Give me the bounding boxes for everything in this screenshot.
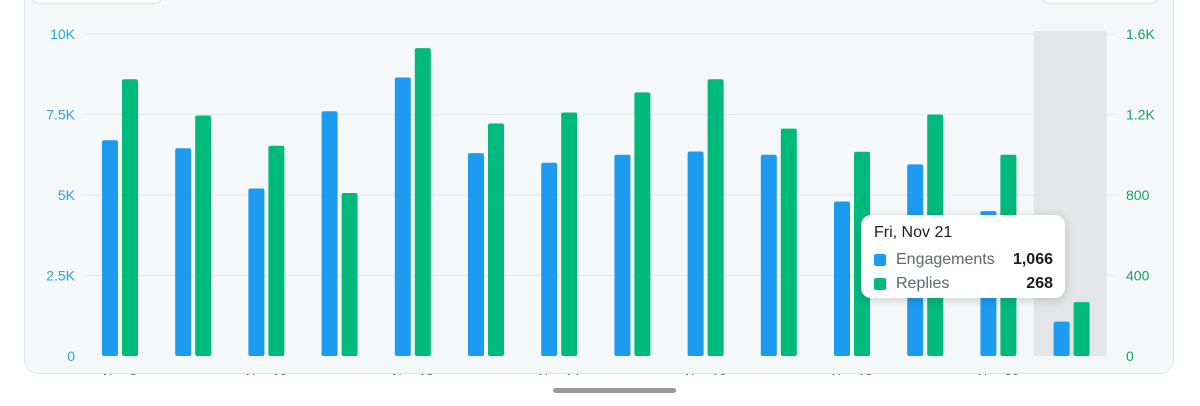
tooltip-value-engagements: 1,066 [1012, 251, 1053, 268]
tooltip-title: Fri, Nov 21 [874, 224, 953, 241]
chart-tooltip: Fri, Nov 21 Engagements 1,066 Replies 26… [861, 215, 1065, 298]
y-left-tick-label: 10K [50, 26, 76, 42]
y-right-tick-label: 400 [1126, 268, 1150, 284]
highlight-band [1033, 31, 1107, 356]
bar-replies[interactable] [268, 145, 285, 356]
y-left-tick-label: 2.5K [46, 268, 75, 284]
engagements-swatch [874, 254, 886, 266]
bar-replies[interactable] [195, 115, 212, 356]
bar-engagements[interactable] [468, 153, 484, 356]
bar-engagements[interactable] [321, 111, 338, 356]
bar-replies[interactable] [488, 123, 504, 357]
tooltip-value-replies: 268 [1026, 275, 1053, 292]
bar-engagements[interactable] [614, 154, 631, 356]
y-right-tick-label: 1.2K [1126, 107, 1155, 123]
tooltip-row-engagements: Engagements 1,066 [874, 248, 1053, 272]
bar-replies[interactable] [414, 48, 431, 357]
bar-replies[interactable] [1073, 302, 1090, 356]
bar-engagements[interactable] [1053, 321, 1070, 356]
bar-replies[interactable] [122, 79, 138, 356]
y-right-tick-label: 0 [1126, 348, 1134, 364]
replies-swatch [874, 278, 886, 290]
bar-engagements[interactable] [394, 77, 411, 356]
home-indicator[interactable] [553, 388, 676, 393]
y-left-tick-label: 7.5K [46, 107, 75, 123]
y-right-tick-label: 800 [1126, 187, 1150, 203]
bar-engagements[interactable] [175, 148, 192, 356]
tooltip-label-engagements: Engagements [896, 251, 995, 268]
tooltip-label-replies: Replies [896, 275, 950, 292]
bar-engagements[interactable] [541, 162, 558, 356]
bar-replies[interactable] [707, 79, 724, 356]
y-left-tick-label: 5K [58, 187, 76, 203]
bar-engagements[interactable] [248, 188, 265, 356]
bar-engagements[interactable] [834, 201, 850, 356]
y-right-tick-label: 1.6K [1126, 26, 1155, 42]
tooltip-row-replies: Replies 268 [874, 272, 1053, 296]
y-left-tick-label: 0 [67, 348, 75, 364]
bar-engagements[interactable] [687, 151, 704, 356]
bar-engagements[interactable] [102, 140, 118, 356]
bar-replies[interactable] [341, 192, 358, 356]
bar-replies[interactable] [561, 112, 578, 356]
bar-replies[interactable] [634, 92, 651, 357]
bar-engagements[interactable] [760, 154, 777, 356]
bar-replies[interactable] [780, 128, 797, 356]
